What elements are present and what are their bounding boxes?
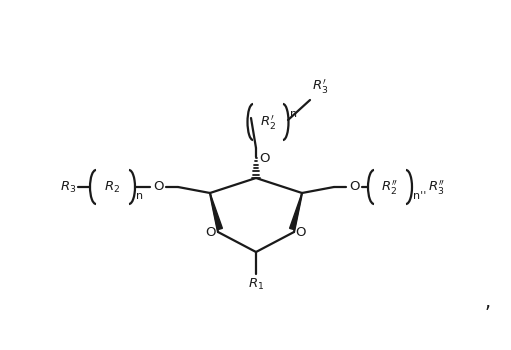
Text: $R_2$: $R_2$ xyxy=(104,180,121,195)
Text: O: O xyxy=(153,181,163,194)
Text: n: n xyxy=(136,191,144,201)
Text: $R_3''$: $R_3''$ xyxy=(429,178,446,196)
Text: $R_3'$: $R_3'$ xyxy=(312,77,328,95)
Polygon shape xyxy=(210,193,222,230)
Text: $R_1$: $R_1$ xyxy=(248,276,264,292)
Text: O: O xyxy=(260,152,270,164)
Text: O: O xyxy=(296,226,306,239)
Text: O: O xyxy=(349,181,359,194)
Text: ,: , xyxy=(485,293,491,312)
Text: n: n xyxy=(290,109,297,119)
Text: $R_2'$: $R_2'$ xyxy=(260,113,276,131)
Text: $R_2''$: $R_2''$ xyxy=(382,178,399,196)
Text: n'': n'' xyxy=(413,191,427,201)
Text: O: O xyxy=(206,226,216,239)
Polygon shape xyxy=(290,193,302,230)
Text: $R_3$: $R_3$ xyxy=(60,180,76,195)
